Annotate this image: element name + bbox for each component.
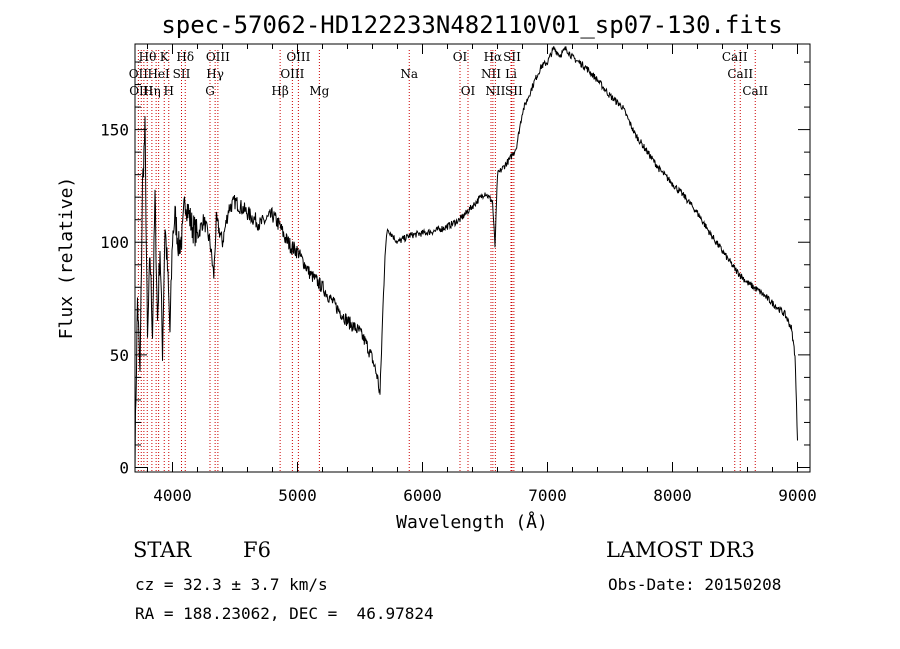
line-label-24: OI	[461, 84, 476, 98]
line-label-15: NII	[481, 67, 501, 81]
line-label-13: OIII	[280, 67, 304, 81]
line-label-19: Hη	[143, 84, 161, 98]
observation-date: Obs-Date: 20150208	[608, 575, 782, 594]
line-label-4: OIII	[286, 50, 310, 64]
line-label-6: Hα	[484, 50, 503, 64]
line-label-17: CaII	[727, 67, 753, 81]
line-label-9: OII	[129, 67, 149, 81]
line-label-2: Hδ	[176, 50, 194, 64]
line-label-27: CaII	[742, 84, 768, 98]
line-label-14: Na	[400, 67, 418, 81]
line-label-10: HeI	[147, 67, 170, 81]
x-axis-label: Wavelength (Å)	[396, 511, 548, 533]
line-label-16: Li	[505, 67, 517, 81]
y-tick-label-1: 50	[110, 346, 129, 365]
plot-frame	[134, 43, 811, 473]
line-label-22: Hβ	[271, 84, 288, 98]
chart-title: spec-57062-HD122233N482110V01_sp07-130.f…	[161, 11, 782, 39]
line-label-20: H	[164, 84, 174, 98]
line-label-7: SII	[503, 50, 521, 64]
y-axis-label: Flux (relative)	[56, 177, 77, 340]
line-label-3: OIII	[206, 50, 230, 64]
line-label-11: SII	[173, 67, 191, 81]
spectrum-line	[134, 46, 798, 473]
line-label-12: Hγ	[206, 67, 224, 81]
x-tick-label-1: 5000	[278, 486, 317, 505]
x-tick-label-2: 6000	[403, 486, 442, 505]
x-tick-label-5: 9000	[778, 486, 817, 505]
velocity-readout: cz = 32.3 ± 3.7 km/s	[135, 575, 328, 594]
y-tick-label-2: 100	[100, 233, 129, 252]
object-class: STAR	[133, 538, 192, 562]
line-label-5: OI	[453, 50, 468, 64]
line-label-23: Mg	[309, 84, 329, 98]
line-label-26: SII	[505, 84, 523, 98]
y-tick-label-0: 0	[119, 458, 129, 477]
survey-label: LAMOST DR3	[606, 538, 755, 562]
spectral-subclass: F6	[243, 538, 271, 562]
spectrum-chart: spec-57062-HD122233N482110V01_sp07-130.f…	[56, 11, 817, 533]
line-label-21: G	[205, 84, 215, 98]
line-label-25: NII	[485, 84, 505, 98]
line-label-0: Hθ	[139, 50, 157, 64]
x-tick-label-0: 4000	[153, 486, 192, 505]
line-label-8: CaII	[722, 50, 748, 64]
x-tick-label-4: 8000	[653, 486, 692, 505]
line-label-1: K	[160, 50, 170, 64]
coordinates-readout: RA = 188.23062, DEC = 46.97824	[135, 604, 434, 623]
y-tick-label-3: 150	[100, 121, 129, 140]
x-tick-label-3: 7000	[528, 486, 567, 505]
